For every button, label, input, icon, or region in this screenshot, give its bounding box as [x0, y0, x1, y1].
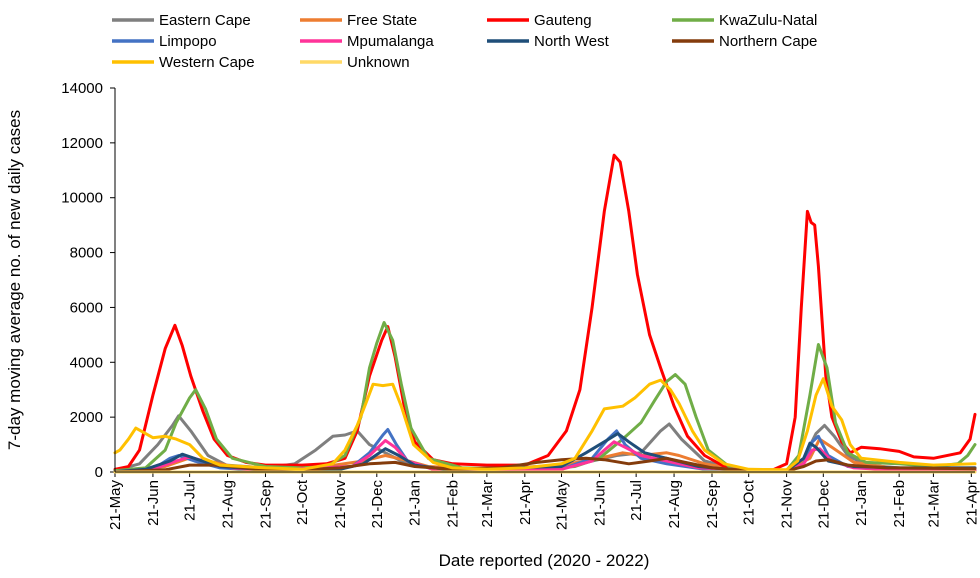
legend-label: Gauteng	[534, 12, 592, 29]
y-tick-label: 10000	[61, 190, 103, 207]
y-tick-label: 14000	[61, 80, 103, 97]
y-tick-label: 8000	[70, 245, 103, 262]
legend-label: Mpumalanga	[347, 33, 434, 50]
x-tick-label: 21-Oct	[741, 479, 758, 525]
y-axis-title: 7-day moving average no. of new daily ca…	[5, 110, 24, 450]
x-tick-label: 21-Feb	[891, 480, 908, 528]
series-lines	[113, 153, 977, 474]
x-tick-label: 21-Dec	[369, 480, 386, 529]
legend-label: Northern Cape	[719, 33, 817, 50]
x-tick-label: 21-Mar	[479, 480, 496, 528]
x-tick-label: 21-Jun	[591, 480, 608, 526]
x-tick-label: 21-Jul	[628, 480, 645, 521]
series-line-kwazulu-natal	[113, 321, 977, 473]
legend-label: Western Cape	[159, 54, 255, 71]
x-tick-label: 21-Jun	[145, 480, 162, 526]
x-tick-label: 21-Sep	[257, 480, 274, 528]
x-tick-label: 21-Jul	[182, 480, 199, 521]
y-tick-label: 6000	[70, 299, 103, 316]
legend-label: North West	[534, 33, 610, 50]
y-tick-label: 0	[95, 464, 103, 481]
series-line-gauteng	[113, 153, 977, 472]
x-tick-label: 21-Dec	[815, 480, 832, 529]
x-tick-label: 21-Oct	[294, 479, 311, 525]
x-axis-title: Date reported (2020 - 2022)	[439, 551, 650, 570]
y-axis-ticks: 0 2000 4000 6000 8000 10000 12000 14000	[61, 80, 115, 481]
y-tick-label: 4000	[70, 354, 103, 371]
legend-label: Unknown	[347, 54, 410, 71]
x-tick-label: 21-Apr	[517, 480, 534, 525]
series-line-western-cape	[113, 377, 977, 472]
y-tick-label: 12000	[61, 135, 103, 152]
legend-label: Eastern Cape	[159, 12, 251, 29]
y-tick-label: 2000	[70, 409, 103, 426]
legend-label: Limpopo	[159, 33, 217, 50]
x-tick-label: 21-Feb	[445, 480, 462, 528]
x-tick-label: 21-Aug	[220, 480, 237, 528]
x-tick-label: 21-Jan	[853, 480, 870, 526]
x-tick-label: 21-May	[107, 480, 124, 531]
x-tick-label: 21-Sep	[704, 480, 721, 528]
legend-label: Free State	[347, 12, 417, 29]
x-tick-label: 21-Nov	[779, 480, 796, 529]
x-tick-label: 21-Apr	[963, 480, 980, 525]
legend: Eastern Cape Free State Gauteng KwaZulu-Nat…	[112, 12, 817, 71]
x-tick-label: 21-Mar	[925, 480, 942, 528]
x-tick-label: 21-Jan	[407, 480, 424, 526]
x-tick-label: 21-Nov	[332, 480, 349, 529]
x-axis-ticks: 21-May 21-Jun 21-Jul 21-Aug 21-Sep 21-Oct 21-N…	[107, 472, 980, 530]
x-tick-label: 21-May	[554, 480, 571, 531]
x-tick-label: 21-Aug	[666, 480, 683, 528]
legend-label: KwaZulu-Natal	[719, 12, 817, 29]
